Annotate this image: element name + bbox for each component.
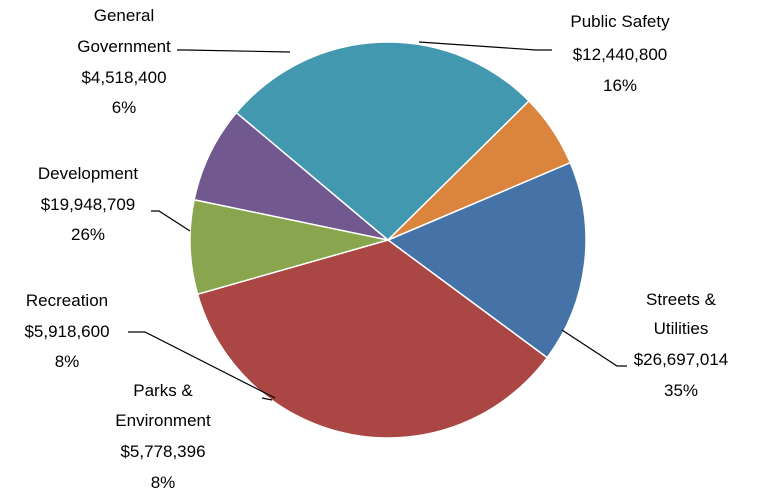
label-parks-environment: Parks & Environment $5,778,396 8%	[115, 381, 211, 491]
label-percent: 16%	[603, 76, 637, 95]
label-percent: 8%	[151, 473, 176, 491]
pie-slice-development	[235, 41, 531, 242]
pie-slice-recreation	[193, 111, 389, 241]
label-name-line1: General	[94, 6, 154, 25]
label-public-safety: Public Safety $12,440,800 16%	[570, 12, 670, 95]
label-value: $4,518,400	[81, 68, 166, 87]
leader-line-recreation	[128, 331, 276, 399]
label-percent: 26%	[71, 225, 105, 244]
leader-lines	[128, 41, 627, 401]
pie-slice-parks-environment	[189, 198, 389, 296]
leader-line-streets-utilities	[561, 329, 627, 367]
label-percent: 6%	[112, 98, 137, 117]
label-development: Development $19,948,709 26%	[38, 164, 138, 244]
label-percent: 8%	[55, 352, 80, 371]
leader-line-general-government	[177, 49, 291, 53]
leader-line-development	[151, 210, 191, 232]
label-value: $26,697,014	[634, 350, 729, 369]
label-value: $5,918,600	[24, 322, 109, 341]
label-percent: 35%	[664, 381, 698, 400]
leader-line-parks-environment	[261, 397, 273, 401]
label-name-line2: Utilities	[654, 319, 709, 338]
pie-slice-streets-utilities	[196, 239, 549, 439]
pie-slices	[189, 41, 587, 439]
label-name-line1: Streets &	[646, 290, 717, 309]
pie-slice-general-government	[387, 99, 572, 241]
label-name: Public Safety	[570, 12, 670, 31]
label-name: Development	[38, 164, 138, 183]
label-value: $19,948,709	[41, 195, 136, 214]
label-name: Recreation	[26, 291, 108, 310]
pie-slice-public-safety	[386, 161, 587, 359]
label-value: $5,778,396	[120, 442, 205, 461]
leader-line-public-safety	[418, 41, 552, 51]
label-general-government: General Government $4,518,400 6%	[77, 6, 171, 117]
label-name-line1: Parks &	[133, 381, 193, 400]
label-streets-utilities: Streets & Utilities $26,697,014 35%	[634, 290, 729, 400]
label-name-line2: Environment	[115, 411, 211, 430]
label-value: $12,440,800	[573, 45, 668, 64]
label-name-line2: Government	[77, 37, 171, 56]
label-recreation: Recreation $5,918,600 8%	[24, 291, 109, 371]
